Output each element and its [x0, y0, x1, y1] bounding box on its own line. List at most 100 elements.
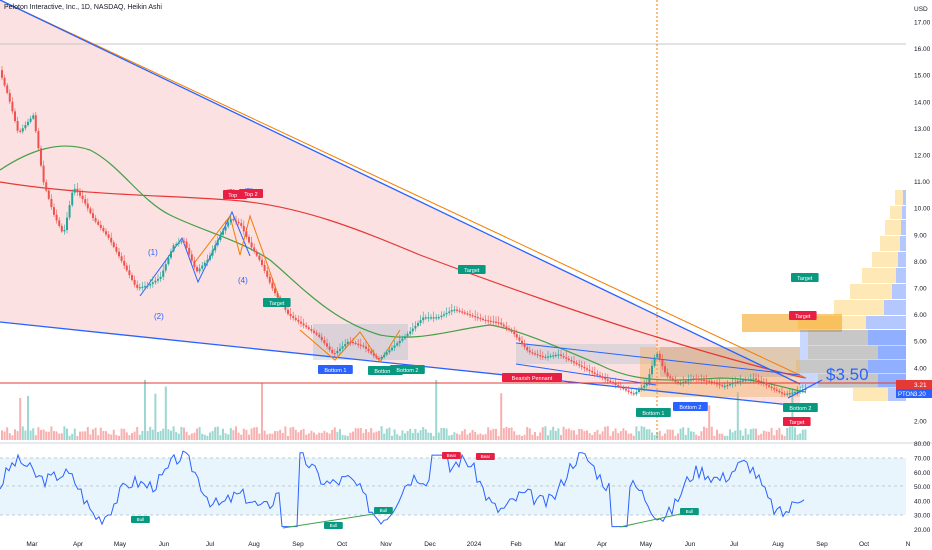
volume-bar	[302, 428, 305, 440]
vp-row-blue	[884, 300, 906, 315]
candle-body	[227, 222, 230, 227]
volume-bar	[89, 434, 92, 440]
time-tick-6: Sep	[292, 541, 304, 548]
volume-bar	[339, 429, 341, 440]
candle-body	[562, 355, 565, 358]
price-tick-2: 15.00	[914, 73, 931, 80]
volume-bar	[799, 433, 802, 440]
volume-bar	[396, 434, 399, 440]
volume-bar	[554, 430, 557, 440]
candle-body	[721, 385, 724, 387]
badge-text-1: Top 2	[244, 192, 257, 198]
volume-bar	[175, 432, 178, 440]
candle-body	[320, 336, 323, 341]
volume-bar	[177, 433, 180, 440]
candle-body	[232, 219, 235, 221]
volume-bar	[372, 432, 375, 440]
ma-red-200	[0, 181, 807, 379]
candle-body	[614, 383, 617, 385]
candle-body	[703, 379, 705, 382]
volume-bar	[81, 431, 84, 440]
wave-label-1: (1)	[148, 248, 158, 257]
price-tick-5: 12.00	[914, 153, 931, 160]
volume-bar	[757, 435, 760, 440]
candle-body	[211, 250, 214, 256]
candle-body	[183, 241, 185, 243]
candle-body	[326, 343, 328, 347]
badge-18	[374, 507, 393, 514]
time-tick-3: Jun	[159, 541, 170, 548]
volume-bar	[253, 427, 256, 440]
candle-body	[370, 351, 373, 354]
volume-bar	[99, 427, 102, 440]
volume-bar	[107, 433, 110, 440]
time-tick-7: Oct	[337, 541, 347, 548]
volume-bar	[502, 428, 505, 440]
candle-body	[781, 392, 783, 394]
candle-body	[190, 254, 193, 261]
volume-bar	[50, 426, 53, 440]
volume-bar	[729, 429, 731, 440]
vp-row-yellow	[853, 388, 888, 401]
volume-bar	[539, 432, 542, 440]
volume-bar	[3, 431, 6, 440]
vp-row-blue	[896, 268, 906, 283]
candle-body	[531, 352, 534, 354]
volume-bar	[557, 428, 560, 440]
volume-bar	[211, 431, 214, 440]
time-tick-16: Jul	[730, 541, 739, 548]
candle-body	[796, 391, 799, 393]
candle-body	[50, 198, 53, 208]
volume-bar	[170, 430, 172, 440]
price-tick-11: 6.00	[914, 312, 927, 319]
volume-bar	[411, 432, 414, 440]
price-axis[interactable]: 17.00 16.00 15.00 14.00 13.00 12.00 11.00 10.00…	[914, 20, 931, 426]
rsi-tick-0: 80.00	[914, 441, 931, 448]
volume-bar	[11, 435, 14, 440]
candle-body	[710, 381, 713, 383]
candle-body	[752, 378, 755, 380]
candle-body	[593, 372, 596, 374]
rsi-axis[interactable]: 80.00 70.00 60.00 50.00 40.00 30.00 20.00	[914, 441, 931, 534]
volume-bar	[318, 432, 321, 440]
time-axis[interactable]: Mar Apr May Jun Jul Aug Sep Oct Nov Dec 2024 Feb Mar…	[26, 541, 910, 548]
candle-body	[229, 219, 232, 223]
price-candles[interactable]	[1, 66, 807, 398]
candle-body	[268, 276, 271, 283]
time-tick-17: Aug	[772, 541, 784, 548]
volume-bar	[214, 427, 217, 440]
volume-bar	[534, 432, 536, 440]
volume-bar	[180, 426, 183, 440]
volume-bar	[263, 430, 266, 440]
candle-body	[570, 360, 573, 362]
candle-body	[255, 251, 258, 256]
badge-text-4: Bottom 1	[324, 368, 346, 374]
candle-body	[175, 243, 178, 246]
volume-bar	[547, 435, 549, 440]
rsi-divergence-1	[282, 512, 381, 529]
vp-row-blue	[898, 252, 906, 267]
candle-body	[271, 282, 274, 289]
candle-body	[700, 379, 703, 381]
candle-body	[492, 321, 495, 323]
candle-body	[453, 309, 456, 311]
candle-body	[248, 236, 250, 243]
volume-bar	[352, 431, 354, 440]
volume-bar	[219, 435, 222, 440]
candle-body	[435, 317, 438, 319]
candle-body	[58, 220, 61, 226]
volume-bar	[235, 426, 237, 440]
volume-bar	[45, 431, 48, 440]
candle-body	[287, 309, 289, 314]
candle-body	[167, 257, 170, 265]
candle-body	[617, 384, 620, 387]
volume-bar	[523, 434, 526, 440]
candle-body	[68, 205, 71, 218]
candle-body	[440, 315, 443, 318]
badge-text-9: Bottom 2	[679, 405, 701, 411]
candle-body	[240, 223, 243, 226]
candle-body	[258, 255, 261, 260]
volume-bar	[94, 427, 97, 440]
volume-bar	[255, 427, 258, 440]
